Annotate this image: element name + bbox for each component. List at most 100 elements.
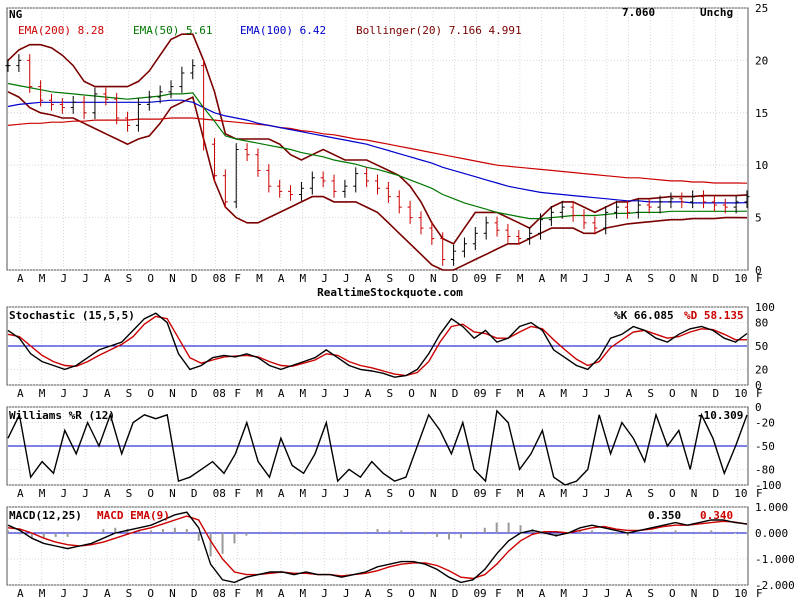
x-tick-label: A xyxy=(278,487,285,500)
x-tick-label: M xyxy=(300,272,307,285)
x-tick-label: N xyxy=(169,487,176,500)
x-tick-label: J xyxy=(321,272,328,285)
x-tick-label: 09 xyxy=(473,587,486,600)
x-tick-label: O xyxy=(669,387,676,400)
williams-y-tick: -20 xyxy=(755,417,775,430)
stochastic-y-tick: 50 xyxy=(755,340,768,353)
price-panel-frame xyxy=(6,7,749,271)
x-tick-label: F xyxy=(495,387,502,400)
x-tick-label: M xyxy=(560,587,567,600)
x-tick-label: 09 xyxy=(473,487,486,500)
x-tick-label: N xyxy=(430,387,437,400)
stochastic-d-line xyxy=(7,315,748,377)
x-tick-label: F xyxy=(495,272,502,285)
x-tick-label: F xyxy=(234,387,241,400)
x-tick-label: 10 xyxy=(734,387,747,400)
macd-readout: 0.350 xyxy=(648,509,681,522)
stochastic-y-tick: 0 xyxy=(755,379,762,392)
x-tick-label: F xyxy=(756,487,763,500)
x-tick-label: J xyxy=(60,587,67,600)
macd-line xyxy=(7,511,748,584)
x-tick-label: D xyxy=(713,487,720,500)
x-tick-label: D xyxy=(452,487,459,500)
x-tick-label: O xyxy=(147,387,154,400)
macd-panel-frame xyxy=(6,506,749,586)
macd-y-tick: 1.000 xyxy=(755,501,788,514)
macd-y-tick: -2.000 xyxy=(755,579,795,592)
x-tick-label: A xyxy=(365,272,372,285)
x-tick-label: A xyxy=(539,272,546,285)
x-tick-label: A xyxy=(104,587,111,600)
macd-signal-legend: MACD EMA(9) xyxy=(97,509,170,522)
x-tick-label: D xyxy=(191,272,198,285)
williams-readout: -10.309 xyxy=(697,409,743,422)
x-tick-label: 08 xyxy=(213,587,226,600)
x-tick-label: D xyxy=(191,587,198,600)
x-tick-label: A xyxy=(17,272,24,285)
x-tick-label: N xyxy=(169,587,176,600)
x-tick-label: N xyxy=(430,272,437,285)
price-y-tick: 20 xyxy=(755,54,768,67)
x-tick-label: J xyxy=(582,487,589,500)
x-tick-label: D xyxy=(452,587,459,600)
macd-y-tick: -1.000 xyxy=(755,553,795,566)
x-tick-label: F xyxy=(495,587,502,600)
x-tick-label: D xyxy=(452,272,459,285)
stochastic-d-readout: %D 58.135 xyxy=(684,309,744,322)
x-tick-label: F xyxy=(234,272,241,285)
x-tick-label: S xyxy=(387,487,394,500)
last-price: 7.060 xyxy=(622,6,655,19)
x-tick-label: 08 xyxy=(213,387,226,400)
x-tick-label: N xyxy=(691,387,698,400)
x-tick-label: F xyxy=(756,387,763,400)
x-tick-label: M xyxy=(300,387,307,400)
x-tick-label: S xyxy=(126,587,133,600)
legend-bollinger: Bollinger(20) 7.166 4.991 xyxy=(356,24,522,37)
legend-ema200: EMA(200) 8.28 xyxy=(18,24,104,37)
x-tick-label: D xyxy=(713,272,720,285)
williams-y-tick: -50 xyxy=(755,440,775,453)
x-tick-label: S xyxy=(647,272,654,285)
x-tick-label: J xyxy=(604,272,611,285)
x-tick-label: M xyxy=(560,487,567,500)
x-tick-label: 08 xyxy=(213,272,226,285)
x-tick-label: O xyxy=(669,487,676,500)
x-tick-label: J xyxy=(343,272,350,285)
x-tick-label: J xyxy=(321,587,328,600)
stochastic-y-tick: 100 xyxy=(755,301,775,314)
price-y-tick: 10 xyxy=(755,159,768,172)
x-tick-label: A xyxy=(365,487,372,500)
x-tick-label: J xyxy=(582,272,589,285)
change-label: Unchg xyxy=(700,6,733,19)
x-tick-label: J xyxy=(60,487,67,500)
symbol-label: NG xyxy=(9,8,23,21)
x-tick-label: O xyxy=(408,272,415,285)
x-tick-label: M xyxy=(256,387,263,400)
x-tick-label: A xyxy=(104,272,111,285)
x-tick-label: M xyxy=(517,272,524,285)
x-tick-label: M xyxy=(256,272,263,285)
x-tick-label: 10 xyxy=(734,587,747,600)
x-tick-label: F xyxy=(756,587,763,600)
legend-ema100: EMA(100) 6.42 xyxy=(240,24,326,37)
stochastic-k-line xyxy=(7,312,748,378)
x-tick-label: A xyxy=(278,587,285,600)
bollinger-lower-line xyxy=(7,91,748,271)
x-tick-label: D xyxy=(452,387,459,400)
x-tick-label: O xyxy=(669,587,676,600)
x-tick-label: D xyxy=(713,587,720,600)
x-tick-label: F xyxy=(495,487,502,500)
price-legend: EMA(200) 8.28 EMA(50) 5.61 EMA(100) 6.42… xyxy=(18,24,522,37)
price-y-tick: 0 xyxy=(755,264,762,277)
x-tick-label: S xyxy=(126,487,133,500)
x-tick-label: S xyxy=(126,387,133,400)
x-tick-label: J xyxy=(604,387,611,400)
x-tick-label: J xyxy=(321,387,328,400)
price-y-tick: 5 xyxy=(755,212,762,225)
x-tick-label: M xyxy=(517,387,524,400)
x-tick-label: J xyxy=(604,487,611,500)
x-tick-label: A xyxy=(278,387,285,400)
legend-ema50: EMA(50) 5.61 xyxy=(133,24,212,37)
x-tick-label: M xyxy=(300,487,307,500)
x-tick-label: J xyxy=(343,587,350,600)
